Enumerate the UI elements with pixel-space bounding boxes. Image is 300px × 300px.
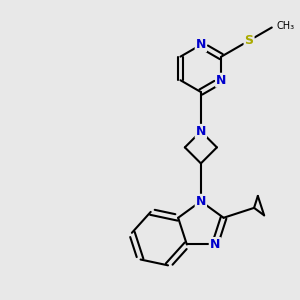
Text: CH₃: CH₃ — [276, 21, 294, 31]
Text: N: N — [196, 195, 206, 208]
Text: N: N — [210, 238, 220, 251]
Text: S: S — [244, 34, 253, 47]
Text: N: N — [196, 38, 206, 51]
Text: N: N — [216, 74, 226, 87]
Text: N: N — [196, 125, 206, 138]
